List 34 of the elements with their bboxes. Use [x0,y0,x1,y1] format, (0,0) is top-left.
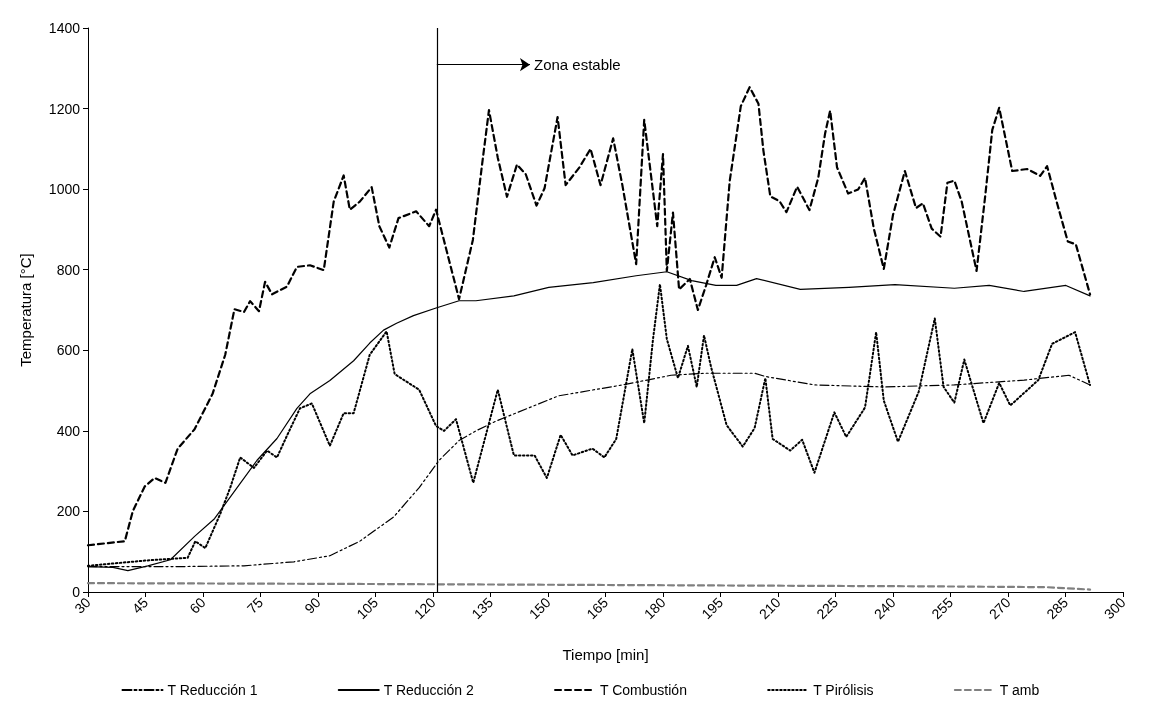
x-tick-label: 240 [870,594,899,623]
annotation: Zona estable [533,56,621,74]
y-tick-label: 200 [56,503,81,520]
y-tick-label: 400 [56,422,81,439]
x-tick-label: 120 [410,594,439,623]
x-tick-label: 225 [813,594,842,623]
y-tick-label: 0 [72,584,81,600]
x-tick-label: 105 [353,594,382,623]
y-axis-title: Temperatura [°C] [17,253,34,367]
y-tick-label: 1400 [48,20,81,36]
x-tick-label: 75 [243,594,267,617]
legend-label: T Reducción 1 [167,682,258,698]
x-axis-title: Tiempo [min] [562,646,649,663]
x-tick-label: 270 [985,594,1014,623]
x-tick-label: 60 [186,594,209,617]
x-tick-label: 150 [525,594,554,623]
x-tick-label: 255 [928,594,957,623]
legend-label: T amb [999,682,1040,698]
y-tick-label: 600 [56,342,81,359]
y-tick-label: 1200 [48,100,81,117]
legend-label: T Combustión [600,682,687,698]
legend-label: T Reducción 2 [383,682,474,698]
x-tick-label: 285 [1043,594,1072,623]
x-tick-label: 300 [1100,594,1129,623]
y-tick-label: 800 [56,261,81,278]
legend-label: T Pirólisis [813,682,874,698]
y-tick-label: 1000 [48,181,81,198]
x-tick-label: 210 [755,594,784,623]
x-tick-label: 180 [640,594,669,623]
x-tick-label: 195 [698,594,727,623]
x-tick-label: 165 [583,594,612,623]
x-tick-label: 135 [468,594,497,623]
x-tick-label: 45 [128,594,152,617]
x-tick-label: 90 [301,594,324,617]
